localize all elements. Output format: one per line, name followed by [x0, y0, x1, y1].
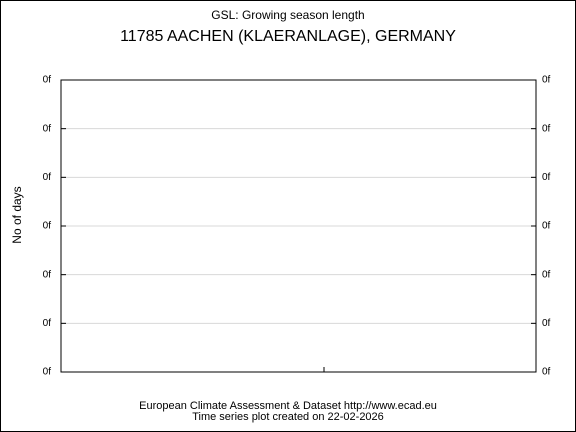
y2-tick-label: 0f [542, 367, 551, 378]
y2-tick-label: 0f [542, 318, 551, 329]
y2-tick-label: 0f [542, 123, 551, 134]
y2-tick-label: 0f [542, 172, 551, 183]
source: European Climate Assessment & Dataset ht… [139, 400, 437, 412]
y-tick-label: 0f [43, 123, 52, 134]
y-tick-label: 0f [43, 172, 52, 183]
y-tick-label: 0f [43, 269, 52, 280]
y-tick-label: 0f [43, 318, 52, 329]
y-tick-label: 0f [43, 75, 52, 86]
note: Time series plot created on 22-02-2026 [192, 411, 384, 423]
chart-title: GSL: Growing season length [211, 8, 364, 22]
y-tick-label: 0f [43, 367, 52, 378]
y-tick-label: 0f [43, 221, 52, 232]
y2-tick-label: 0f [542, 269, 551, 280]
chart-subtitle: 11785 AACHEN (KLAERANLAGE), GERMANY [120, 28, 456, 45]
y2-tick-label: 0f [542, 75, 551, 86]
y-axis-label: No of days [10, 186, 24, 243]
y2-tick-label: 0f [542, 221, 551, 232]
